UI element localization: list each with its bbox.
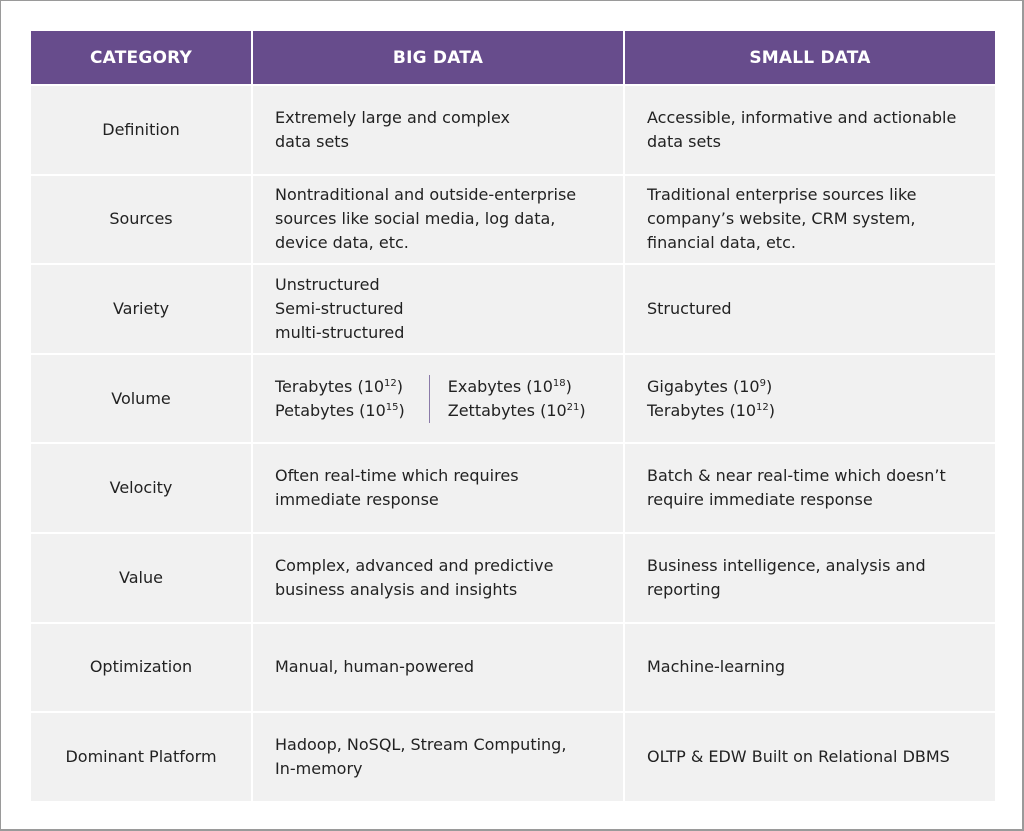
small-data-text: Accessible, informative and actionable d…: [647, 107, 957, 151]
big-data-cell: Hadoop, NoSQL, Stream Computing, In-memo…: [253, 713, 623, 801]
column-divider: [428, 374, 430, 423]
row-category: Definition: [31, 86, 251, 174]
small-data-cell: OLTP & EDW Built on Relational DBMS: [625, 713, 995, 801]
row-category: Volume: [31, 354, 251, 443]
small-data-cell: Gigabytes (109) Terabytes (1012): [625, 354, 995, 443]
volume-list: Gigabytes (109) Terabytes (1012): [647, 375, 775, 423]
small-data-text: Machine-learning: [647, 657, 786, 677]
small-data-cell: Business intelligence, analysis and repo…: [625, 533, 995, 622]
header-big-data: BIG DATA: [253, 31, 623, 84]
big-data-cell: Nontraditional and outside-enterprise so…: [253, 175, 623, 264]
small-data-text: Business intelligence, analysis and repo…: [647, 555, 926, 599]
small-data-text: Batch & near real-time which doesn’t req…: [647, 466, 946, 510]
volume-item: Zettabytes (1021): [447, 400, 586, 420]
big-data-cell: Unstructured Semi-structured multi-struc…: [253, 265, 623, 353]
small-data-cell: Batch & near real-time which doesn’t req…: [625, 444, 995, 532]
small-data-cell: Accessible, informative and actionable d…: [625, 86, 995, 174]
big-data-cell: Terabytes (1012) Petabytes (1015) Exabyt…: [253, 354, 623, 443]
volume-item: Terabytes (1012): [275, 376, 404, 396]
header-small-data: SMALL DATA: [625, 31, 995, 84]
volume-item: Gigabytes (109): [647, 376, 773, 396]
category-label: Velocity: [109, 478, 173, 498]
category-label: Sources: [109, 209, 173, 229]
big-data-cell: Extremely large and complex data sets: [253, 86, 623, 174]
category-label: Volume: [111, 388, 171, 408]
row-category: Dominant Platform: [31, 713, 251, 801]
big-data-text: Unstructured Semi-structured multi-struc…: [275, 274, 405, 342]
small-data-text: Traditional enterprise sources like comp…: [647, 185, 917, 253]
big-data-text: Hadoop, NoSQL, Stream Computing, In-memo…: [275, 734, 567, 778]
big-data-text: Extremely large and complex data sets: [275, 107, 510, 151]
volume-item: Terabytes (1012): [647, 400, 776, 420]
volume-item: Petabytes (1015): [275, 400, 405, 420]
big-data-text: Nontraditional and outside-enterprise so…: [275, 185, 577, 253]
header-category: CATEGORY: [31, 31, 251, 84]
row-category: Value: [31, 533, 251, 622]
small-data-cell: Traditional enterprise sources like comp…: [625, 175, 995, 264]
category-label: Definition: [102, 119, 180, 139]
row-category: Optimization: [31, 623, 251, 712]
big-data-text: Complex, advanced and predictive busines…: [275, 555, 554, 599]
big-data-text: Often real-time which requires immediate…: [275, 466, 519, 510]
row-category: Sources: [31, 175, 251, 264]
big-data-cell: Complex, advanced and predictive busines…: [253, 533, 623, 622]
category-label: Dominant Platform: [65, 746, 217, 766]
category-label: Optimization: [89, 657, 193, 677]
big-data-cell: Often real-time which requires immediate…: [253, 444, 623, 532]
category-label: Variety: [112, 298, 170, 318]
small-data-text: OLTP & EDW Built on Relational DBMS: [647, 746, 950, 766]
small-data-cell: Machine-learning: [625, 623, 995, 712]
comparison-table: CATEGORY BIG DATA SMALL DATA Definition …: [31, 31, 995, 801]
row-category: Velocity: [31, 444, 251, 532]
volume-list: Terabytes (1012) Petabytes (1015) Exabyt…: [275, 374, 586, 423]
big-data-cell: Manual, human-powered: [253, 623, 623, 712]
category-label: Value: [119, 567, 163, 587]
small-data-cell: Structured: [625, 265, 995, 353]
small-data-text: Structured: [647, 298, 732, 318]
volume-column-left: Terabytes (1012) Petabytes (1015): [275, 375, 405, 423]
volume-column-right: Exabytes (1018) Zettabytes (1021): [448, 375, 586, 423]
big-data-text: Manual, human-powered: [275, 657, 474, 677]
volume-item: Exabytes (1018): [447, 376, 572, 396]
row-category: Variety: [31, 265, 251, 353]
